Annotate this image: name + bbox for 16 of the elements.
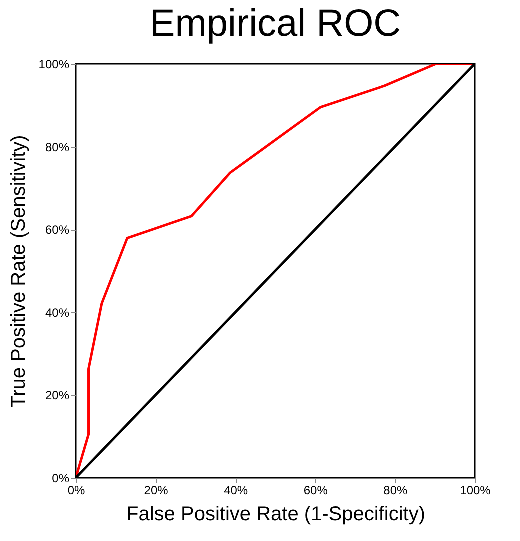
x-tick-label: 60%: [304, 484, 328, 498]
x-tick-label: 100%: [460, 484, 492, 498]
y-tick-label: 80%: [45, 140, 70, 154]
x-axis-title: False Positive Rate (1-Specificity): [126, 504, 426, 526]
x-tick-label: 0%: [68, 484, 86, 498]
chart-title: Empirical ROC: [150, 3, 402, 45]
y-tick-label: 40%: [45, 306, 70, 320]
x-tick-label: 20%: [144, 484, 169, 498]
y-axis-title: True Positive Rate (Sensitivity): [8, 135, 30, 408]
y-tick-label: 0%: [52, 472, 70, 486]
x-tick-label: 80%: [384, 484, 408, 498]
line-series: [76, 64, 475, 478]
y-tick-label: 100%: [38, 58, 70, 72]
y-tick-label: 20%: [45, 388, 70, 403]
y-tick-label: 60%: [45, 223, 70, 238]
x-tick-label: 40%: [224, 484, 248, 498]
